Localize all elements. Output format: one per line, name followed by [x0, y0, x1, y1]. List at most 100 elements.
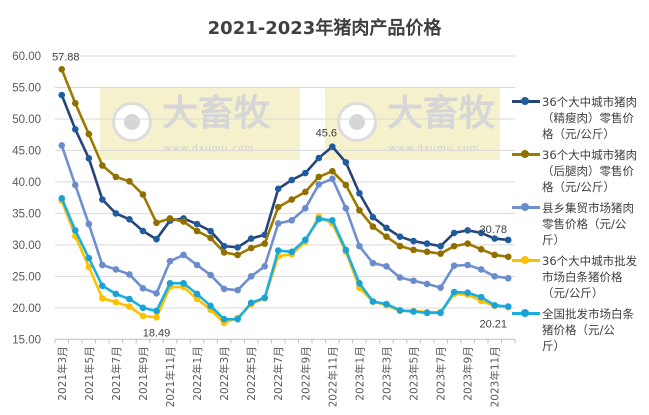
data-point [369, 223, 377, 230]
x-tick-label: 2022年11月 [326, 346, 339, 407]
data-point [342, 159, 350, 166]
legend-label-line: 36个大中城市猪肉 [542, 95, 638, 109]
data-point [274, 185, 282, 193]
data-point [261, 240, 269, 247]
watermark-url: www.dxumu.com [164, 144, 255, 154]
data-point [207, 234, 214, 242]
legend-label: 36个大中城市猪肉 （后腿肉）零售价 格（元/公斤） [542, 147, 648, 195]
data-point [383, 300, 390, 308]
series-line [60, 144, 509, 295]
data-point [410, 246, 417, 254]
legend-label-line: 斤） [542, 339, 565, 353]
data-point [126, 271, 133, 278]
legend-label-line: （精瘦肉）零售价 [542, 111, 634, 125]
data-point [247, 273, 255, 280]
data-point [139, 191, 147, 198]
x-tick-label: 2021年3月 [56, 346, 69, 400]
data-point [369, 298, 377, 305]
y-tick-label: 20.00 [12, 303, 41, 315]
data-point [450, 229, 458, 237]
data-point [288, 176, 296, 184]
data-point [220, 285, 228, 293]
data-point [491, 251, 499, 259]
data-point [139, 304, 147, 312]
data-point [329, 217, 336, 224]
data-point [315, 173, 323, 181]
data-point [504, 274, 512, 282]
data-point [356, 189, 363, 197]
legend-label-line: 斤） [542, 233, 565, 247]
watermark-url: www.dxumu.com [389, 144, 480, 154]
x-tick-label: 2023年9月 [462, 346, 475, 400]
data-point [166, 279, 174, 287]
legend-marker [521, 256, 529, 264]
data-point [369, 259, 377, 267]
series-line [60, 68, 509, 259]
x-tick-label: 2022年9月 [299, 346, 312, 400]
data-point [261, 262, 269, 270]
data-point [153, 219, 160, 227]
data-point [423, 240, 431, 247]
data-point [58, 66, 66, 73]
data-point [166, 257, 174, 265]
x-tick-label: 2023年7月 [435, 346, 448, 400]
series-3 [58, 142, 512, 297]
data-point [112, 266, 120, 273]
watermark-logo-icon [337, 102, 377, 142]
legend-marker [521, 97, 529, 105]
x-tick-label: 2021年9月 [137, 346, 150, 400]
x-tick-label: 2022年7月 [272, 346, 285, 400]
data-point [99, 261, 106, 269]
data-point [383, 224, 390, 232]
data-point [220, 315, 228, 323]
data-point [234, 251, 241, 259]
x-tick-label: 2023年3月 [380, 346, 393, 400]
watermark-text: 大畜牧 [387, 93, 496, 134]
legend-label-line: 零售价格（元/公 [542, 217, 627, 231]
legend-marker [521, 309, 529, 317]
x-tick-label: 2021年7月 [110, 346, 123, 400]
data-point [85, 263, 93, 271]
data-point [315, 154, 323, 162]
series-2 [58, 66, 512, 261]
data-point [301, 188, 309, 196]
data-point [329, 175, 336, 183]
data-point [504, 303, 512, 310]
data-point [166, 215, 174, 222]
data-point [450, 288, 458, 296]
data-point [396, 274, 404, 281]
data-point [71, 181, 79, 189]
data-label: 18.49 [143, 327, 171, 339]
data-point [274, 203, 282, 211]
watermark-panel-right: 大畜牧 www.dxumu.com [325, 88, 500, 160]
data-label: 30.78 [479, 224, 507, 236]
data-point [383, 262, 390, 270]
data-point [234, 286, 241, 294]
data-point [329, 167, 336, 175]
x-tick-label: 2022年1月 [191, 346, 204, 400]
data-point [356, 279, 363, 287]
data-point [464, 227, 471, 234]
data-point [99, 295, 106, 302]
data-point [301, 169, 309, 177]
data-point [423, 280, 431, 288]
data-point [126, 295, 133, 303]
data-point [207, 227, 214, 235]
data-point [464, 289, 471, 297]
data-point [85, 130, 93, 138]
data-point [139, 285, 147, 292]
data-point [234, 315, 241, 323]
legend-label-line: 格（元/公斤） [542, 127, 615, 141]
data-point [491, 273, 499, 280]
legend-label-line: 县乡集贸市场猪肉 [542, 201, 634, 215]
data-label: 20.21 [479, 319, 507, 331]
series-line [60, 197, 509, 321]
series-1 [58, 91, 512, 251]
data-point [71, 99, 79, 107]
legend-label-line: （后腿肉）零售价 [542, 164, 634, 178]
watermark-logo-icon [112, 102, 152, 142]
data-point [274, 247, 282, 254]
data-label: 57.88 [52, 51, 80, 63]
legend-label-line: 格（元/公斤） [542, 180, 615, 194]
data-point [437, 250, 444, 257]
